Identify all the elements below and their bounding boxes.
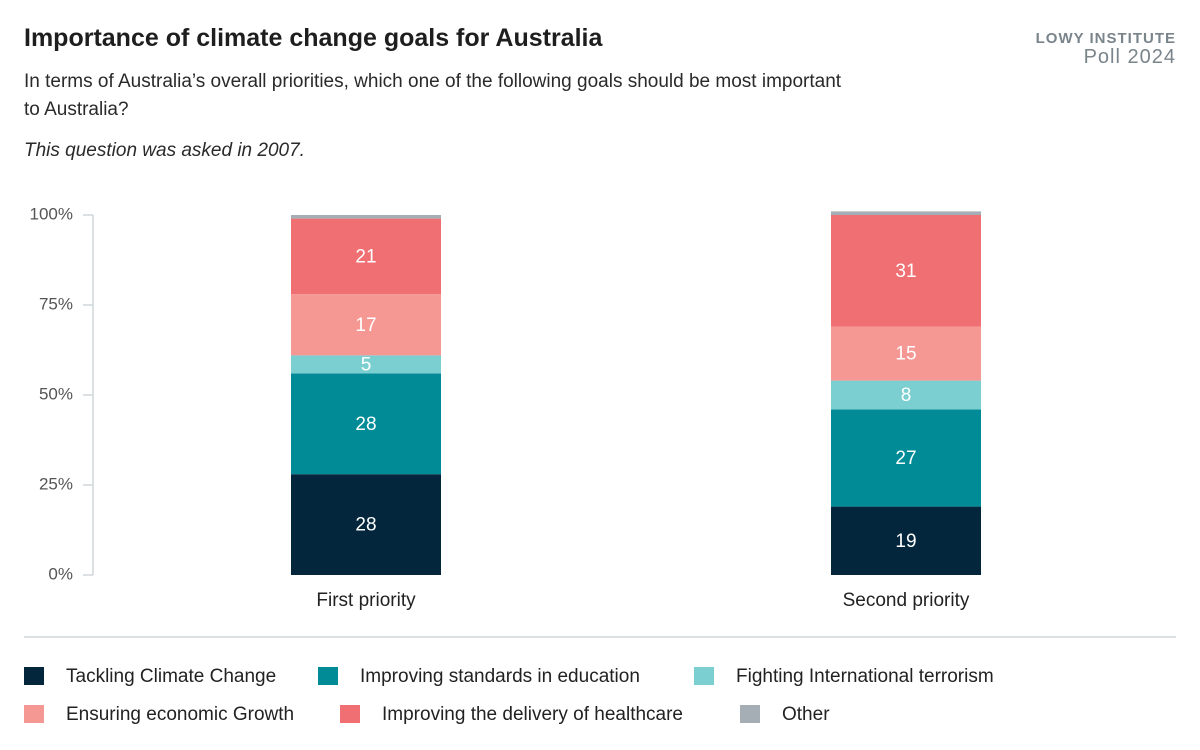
x-tick-label: First priority (316, 590, 416, 611)
chart-title: Importance of climate change goals for A… (24, 24, 603, 52)
legend-swatch (340, 705, 360, 723)
data-label: 5 (361, 354, 372, 375)
bar-segment (831, 326, 981, 381)
x-tick-label: Second priority (843, 590, 970, 611)
data-label: 28 (355, 414, 376, 435)
bar-segment (831, 506, 981, 575)
legend-swatch (24, 705, 44, 723)
chart-subtitle: In terms of Australia’s overall prioriti… (24, 71, 842, 120)
bar-segment (831, 211, 981, 215)
brand-edition: Poll 2024 (1083, 46, 1176, 68)
bar-segment (291, 294, 441, 356)
legend-label: Fighting International terrorism (736, 666, 994, 687)
bar-segment (831, 409, 981, 507)
data-label: 31 (895, 261, 916, 282)
y-tick-label: 75% (39, 294, 73, 313)
data-label: 28 (355, 515, 376, 536)
legend-swatch (24, 667, 44, 685)
legend-label: Improving standards in education (360, 666, 640, 687)
legend-label: Other (782, 704, 830, 725)
bar-segment (291, 215, 441, 219)
y-tick-label: 0% (48, 564, 73, 583)
bar-segment (291, 474, 441, 575)
legend-swatch (694, 667, 714, 685)
y-tick-label: 100% (30, 204, 73, 223)
data-label: 15 (895, 344, 916, 365)
y-tick-label: 50% (39, 384, 73, 403)
data-label: 17 (355, 315, 376, 336)
data-label: 19 (895, 531, 916, 552)
data-label: 8 (901, 385, 912, 406)
legend-label: Improving the delivery of healthcare (382, 704, 683, 725)
bar-segment (291, 373, 441, 475)
chart-note: This question was asked in 2007. (24, 140, 305, 161)
bar-segment (831, 380, 981, 410)
bar-segment (291, 355, 441, 374)
data-label: 21 (355, 246, 376, 267)
bar-segment (831, 215, 981, 327)
legend-label: Tackling Climate Change (66, 666, 276, 687)
y-tick-label: 25% (39, 474, 73, 493)
legend-label: Ensuring economic Growth (66, 704, 294, 725)
bar-segment (291, 218, 441, 295)
brand-name: LOWY INSTITUTE (1035, 30, 1176, 47)
legend-swatch (740, 705, 760, 723)
data-label: 27 (895, 448, 916, 469)
legend-swatch (318, 667, 338, 685)
